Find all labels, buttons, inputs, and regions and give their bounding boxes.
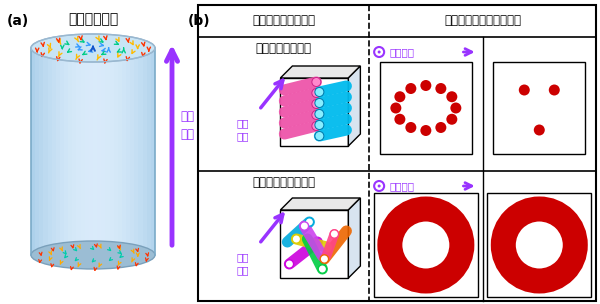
Circle shape <box>394 114 406 125</box>
Bar <box>374 193 478 297</box>
Text: 外部磁場: 外部磁場 <box>389 47 414 57</box>
Circle shape <box>315 88 324 96</box>
Polygon shape <box>134 48 139 255</box>
Circle shape <box>305 218 314 226</box>
Polygon shape <box>143 48 147 255</box>
Circle shape <box>315 132 324 140</box>
Circle shape <box>377 50 380 54</box>
Polygon shape <box>60 48 64 255</box>
Ellipse shape <box>31 34 155 62</box>
Text: (a): (a) <box>7 14 29 28</box>
Polygon shape <box>147 48 151 255</box>
Polygon shape <box>39 48 43 255</box>
Polygon shape <box>35 48 39 255</box>
Polygon shape <box>110 48 113 255</box>
Circle shape <box>320 255 329 263</box>
Polygon shape <box>68 48 73 255</box>
Circle shape <box>318 265 326 273</box>
Circle shape <box>406 83 416 94</box>
Circle shape <box>519 85 530 95</box>
Circle shape <box>330 230 338 238</box>
Circle shape <box>374 181 384 191</box>
Circle shape <box>374 47 384 57</box>
Polygon shape <box>139 48 143 255</box>
Polygon shape <box>56 48 60 255</box>
Circle shape <box>312 122 321 130</box>
Polygon shape <box>106 48 110 255</box>
Ellipse shape <box>31 241 155 269</box>
Bar <box>493 62 585 154</box>
Bar <box>380 62 472 154</box>
Polygon shape <box>64 48 68 255</box>
Polygon shape <box>349 198 361 278</box>
Polygon shape <box>31 48 35 255</box>
Text: スキルミオン結晶: スキルミオン結晶 <box>256 42 311 54</box>
Circle shape <box>549 85 560 95</box>
Polygon shape <box>122 48 126 255</box>
Text: スキルミオン集合体: スキルミオン集合体 <box>252 15 315 27</box>
Polygon shape <box>130 48 134 255</box>
Circle shape <box>451 102 461 113</box>
Circle shape <box>436 122 446 133</box>
Circle shape <box>406 122 416 133</box>
Circle shape <box>285 260 293 268</box>
Polygon shape <box>73 48 76 255</box>
Circle shape <box>312 88 321 98</box>
Polygon shape <box>76 48 80 255</box>
Polygon shape <box>280 78 349 146</box>
Circle shape <box>394 91 406 102</box>
Circle shape <box>446 91 457 102</box>
Circle shape <box>312 99 321 109</box>
Polygon shape <box>43 48 47 255</box>
Text: 観測される散乱パターン: 観測される散乱パターン <box>444 15 521 27</box>
Circle shape <box>312 110 321 119</box>
Bar <box>198 5 596 301</box>
Polygon shape <box>151 48 155 255</box>
Polygon shape <box>280 210 349 278</box>
Circle shape <box>436 83 446 94</box>
Polygon shape <box>97 48 101 255</box>
Circle shape <box>391 102 401 113</box>
Circle shape <box>315 109 324 119</box>
Circle shape <box>315 98 324 108</box>
Polygon shape <box>126 48 130 255</box>
Text: 乱れたスキルミオン: 乱れたスキルミオン <box>252 175 315 188</box>
Polygon shape <box>93 48 97 255</box>
Text: 外部
磁場: 外部 磁場 <box>180 109 194 140</box>
Circle shape <box>377 185 380 188</box>
Circle shape <box>312 78 321 87</box>
Circle shape <box>446 114 457 125</box>
Text: 外部磁場: 外部磁場 <box>389 181 414 191</box>
Polygon shape <box>349 66 361 146</box>
Circle shape <box>300 222 308 230</box>
Polygon shape <box>52 48 56 255</box>
Polygon shape <box>80 48 85 255</box>
Polygon shape <box>118 48 122 255</box>
Text: (b): (b) <box>188 14 211 28</box>
Circle shape <box>534 125 545 136</box>
Bar <box>487 193 591 297</box>
Text: 外部
磁場: 外部 磁場 <box>237 118 249 142</box>
Polygon shape <box>85 48 89 255</box>
Polygon shape <box>280 198 361 210</box>
Text: スキルミオン: スキルミオン <box>68 12 118 26</box>
Text: 外部
磁場: 外部 磁場 <box>237 252 249 276</box>
Polygon shape <box>113 48 118 255</box>
Circle shape <box>292 235 301 243</box>
Polygon shape <box>101 48 106 255</box>
Circle shape <box>315 120 324 130</box>
Polygon shape <box>47 48 52 255</box>
Circle shape <box>421 80 431 91</box>
Circle shape <box>421 125 431 136</box>
Polygon shape <box>89 48 93 255</box>
Polygon shape <box>280 66 361 78</box>
